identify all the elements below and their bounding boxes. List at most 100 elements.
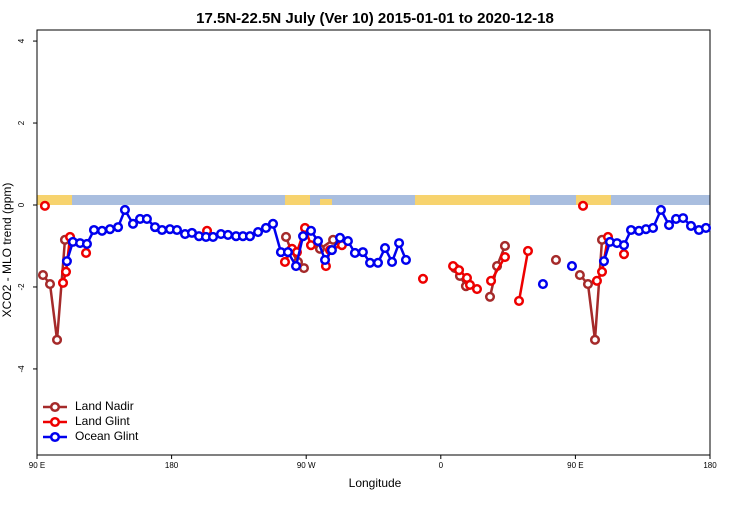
y-tick-label: 4 — [17, 38, 26, 43]
point — [156, 224, 168, 236]
legend-label: Land Nadir — [75, 399, 134, 413]
x-tick-label: 90 E — [567, 461, 583, 470]
point — [596, 266, 608, 277]
point — [574, 270, 585, 281]
legend-label: Ocean Glint — [75, 429, 139, 443]
point — [618, 249, 630, 260]
point — [305, 225, 317, 236]
y-tick-label: 0 — [17, 202, 26, 207]
land-patch — [285, 195, 310, 205]
x-tick-label: 180 — [165, 461, 179, 470]
point — [267, 218, 279, 229]
point — [326, 245, 337, 256]
point — [372, 257, 384, 268]
x-tick-label: 180 — [703, 461, 717, 470]
legend-marker — [49, 401, 61, 413]
land-patch — [37, 195, 72, 205]
point — [417, 273, 429, 284]
point — [97, 225, 108, 236]
point — [537, 279, 548, 290]
x-tick-label: 90 W — [297, 461, 316, 470]
point — [37, 270, 49, 281]
point — [279, 256, 291, 268]
point — [522, 245, 534, 256]
point — [566, 261, 578, 272]
point — [386, 256, 398, 268]
point — [280, 231, 292, 243]
point — [491, 261, 503, 272]
point — [171, 224, 183, 236]
point — [365, 257, 376, 268]
y-tick-label: -4 — [17, 365, 26, 373]
point — [700, 222, 712, 234]
point — [141, 213, 152, 224]
point — [44, 279, 56, 290]
point — [282, 247, 294, 258]
point — [550, 254, 562, 265]
land-patch — [576, 195, 611, 205]
land-patch — [320, 199, 332, 205]
point — [484, 291, 496, 302]
x-axis-label: Longitude — [349, 476, 402, 490]
point — [400, 254, 412, 265]
y-axis-label: XCO2 - MLO trend (ppm) — [0, 183, 14, 318]
ocean-band — [37, 195, 710, 205]
point — [513, 295, 525, 306]
point — [471, 283, 483, 295]
point — [647, 222, 659, 234]
point — [222, 229, 234, 240]
point — [81, 247, 92, 259]
point — [312, 236, 324, 247]
point — [119, 204, 130, 215]
chart-title: 17.5N-22.5N July (Ver 10) 2015-01-01 to … — [196, 10, 554, 27]
point — [127, 218, 139, 229]
x-tick-label: 90 E — [29, 461, 45, 470]
point — [464, 279, 476, 290]
legend-marker — [49, 416, 61, 428]
point — [244, 231, 256, 242]
point — [39, 200, 50, 211]
land-patch — [415, 195, 530, 205]
x-tick-label: 0 — [439, 461, 444, 470]
point — [61, 256, 72, 267]
y-tick-label: 2 — [17, 120, 26, 125]
point — [577, 200, 589, 211]
legend-label: Land Glint — [75, 414, 130, 428]
point — [655, 204, 666, 215]
point — [678, 213, 689, 224]
point — [598, 256, 610, 267]
point — [298, 263, 310, 274]
point — [51, 334, 63, 345]
point — [342, 236, 353, 247]
point — [349, 247, 361, 259]
y-tick-label: -2 — [17, 283, 26, 291]
point — [305, 240, 317, 251]
plot-frame — [36, 29, 711, 456]
point — [334, 232, 346, 243]
point — [104, 224, 116, 235]
point — [290, 261, 302, 272]
point — [379, 242, 391, 254]
point — [591, 275, 602, 286]
point — [81, 238, 93, 249]
legend-marker — [49, 431, 61, 443]
point — [357, 247, 368, 258]
point — [589, 334, 601, 345]
point — [394, 238, 405, 249]
point — [663, 220, 675, 231]
point — [685, 220, 697, 231]
map-strip — [37, 195, 710, 205]
point — [486, 275, 497, 286]
point — [207, 231, 219, 243]
point — [60, 266, 72, 277]
point — [618, 240, 630, 251]
point — [113, 222, 124, 233]
point — [625, 224, 637, 236]
point — [319, 254, 331, 265]
point — [499, 251, 511, 263]
point — [260, 222, 272, 234]
point — [499, 240, 511, 252]
point — [298, 231, 309, 242]
point — [57, 277, 69, 288]
